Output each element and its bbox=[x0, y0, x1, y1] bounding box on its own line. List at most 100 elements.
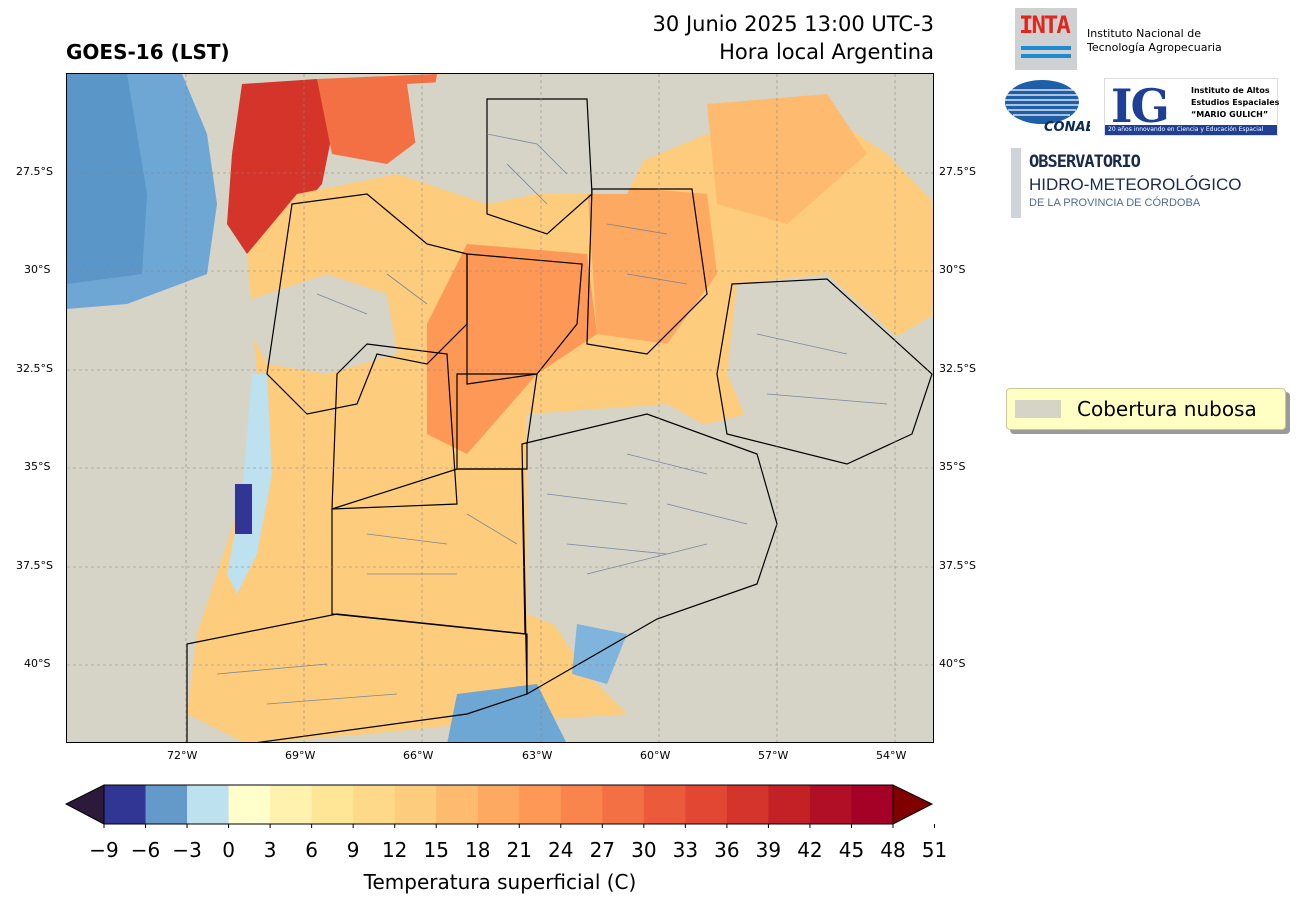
lat-tick-left: 27.5°S bbox=[16, 165, 53, 178]
cloud-region-west bbox=[237, 274, 397, 374]
colorbar-segment bbox=[394, 785, 437, 824]
lat-tick-right: 27.5°S bbox=[939, 165, 976, 178]
lon-tick: 60°W bbox=[640, 749, 671, 762]
map-panel bbox=[66, 73, 934, 743]
warm-region-north bbox=[317, 74, 437, 164]
colorbar-tick-label: 33 bbox=[672, 838, 699, 862]
lat-tick-left: 40°S bbox=[24, 657, 51, 670]
colorbar-tick-label: 15 bbox=[423, 838, 449, 862]
cloud-region-buenos-aires bbox=[527, 404, 777, 634]
colorbar-segment bbox=[519, 785, 562, 824]
uruguay-border bbox=[716, 278, 933, 465]
colorbar-tick-label: 30 bbox=[631, 838, 657, 862]
colorbar-tick-label: 9 bbox=[346, 838, 360, 862]
lon-tick: 63°W bbox=[522, 749, 553, 762]
colorbar-segment bbox=[187, 785, 230, 824]
inta-name: Instituto Nacional de bbox=[1087, 27, 1201, 40]
observatorio-logo-bar bbox=[1011, 148, 1021, 218]
lat-tick-right: 40°S bbox=[939, 657, 966, 670]
colorbar-segment bbox=[809, 785, 852, 824]
observatorio-logo-line: HIDRO-METEOROLÓGICO bbox=[1029, 175, 1242, 194]
colorbar-tick-label: 21 bbox=[506, 838, 532, 862]
colorbar-tick-label: 0 bbox=[222, 838, 235, 862]
province-borders bbox=[186, 98, 933, 742]
cold-region-south bbox=[447, 684, 566, 742]
observatorio-logo-line: OBSERVATORIO bbox=[1029, 152, 1141, 172]
ig-logo-bar: 20 años innovando en Ciencia y Educación… bbox=[1105, 125, 1277, 135]
colorbar-tick-label: 6 bbox=[305, 838, 318, 862]
observatorio-logo-line: DE LA PROVINCIA DE CÓRDOBA bbox=[1029, 197, 1201, 209]
colorbar-under-arrow bbox=[64, 784, 105, 825]
colorbar-segments bbox=[104, 785, 894, 824]
colorbar-tick-label: 27 bbox=[589, 838, 616, 862]
lon-tick: 72°W bbox=[167, 749, 198, 762]
province-border-8 bbox=[521, 413, 778, 696]
lon-tick: 69°W bbox=[285, 749, 316, 762]
colorbar-segment bbox=[353, 785, 396, 824]
colorbar-segment bbox=[145, 785, 188, 824]
colorbar-segment bbox=[270, 785, 313, 824]
lon-tick: 66°W bbox=[403, 749, 434, 762]
inta-logo: INTA bbox=[1015, 8, 1077, 70]
province-border-4 bbox=[586, 188, 708, 355]
inta-name: Tecnología Agropecuaria bbox=[1087, 41, 1222, 54]
lat-tick-left: 37.5°S bbox=[16, 559, 53, 572]
colorbar-tick-label: −9 bbox=[89, 838, 119, 862]
lat-tick-left: 30°S bbox=[24, 263, 51, 276]
ig-logo-text: “MARIO GULICH” bbox=[1191, 110, 1269, 119]
colorbar-outline bbox=[103, 784, 894, 825]
colorbar-tick-label: 36 bbox=[714, 838, 740, 862]
colorbar-segment bbox=[726, 785, 769, 824]
colorbar-segment bbox=[768, 785, 811, 824]
cloud-legend: Cobertura nubosa bbox=[1006, 388, 1286, 430]
inta-stripe bbox=[1021, 46, 1071, 50]
cloud-region-north bbox=[407, 74, 667, 194]
lat-tick-left: 32.5°S bbox=[16, 362, 53, 375]
colorbar-tick-label: −3 bbox=[172, 838, 202, 862]
lat-tick-left: 35°S bbox=[24, 460, 51, 473]
ig-logo-text: Estudios Espaciales bbox=[1191, 98, 1280, 107]
colorbar-segment bbox=[104, 785, 147, 824]
province-border-1 bbox=[266, 193, 468, 415]
colorbar-tick-label: 3 bbox=[263, 838, 277, 862]
colorbar-segment bbox=[436, 785, 479, 824]
colorbar-tick-label: 24 bbox=[548, 838, 574, 862]
conae-logo: CONAE bbox=[1005, 80, 1090, 134]
colorbar-tick-label: 45 bbox=[838, 838, 865, 862]
colorbar-tick-label: 18 bbox=[465, 838, 491, 862]
colorbar-tick-label: 42 bbox=[797, 838, 823, 862]
ig-logo-letters: IG bbox=[1111, 79, 1170, 133]
colorbar-segment bbox=[643, 785, 686, 824]
colorbar-tick-label: −6 bbox=[130, 838, 161, 862]
province-border-5 bbox=[331, 343, 458, 510]
colorbar-tick-label: 48 bbox=[880, 838, 906, 862]
province-border-9 bbox=[186, 613, 528, 742]
warm-region-northeast bbox=[587, 184, 717, 344]
map-title: GOES-16 (LST) bbox=[66, 40, 230, 64]
department-borders bbox=[216, 133, 888, 705]
warm-region-far-northeast bbox=[707, 94, 867, 224]
colorbar-segment bbox=[560, 785, 603, 824]
cold-region-bay bbox=[572, 624, 627, 684]
colorbar-segment bbox=[851, 785, 894, 824]
inta-logo-mark: INTA bbox=[1019, 11, 1071, 39]
colorbar-over-arrow bbox=[892, 784, 934, 825]
hot-region-center bbox=[427, 244, 597, 454]
temperature-map bbox=[67, 74, 933, 742]
datetime-label: 30 Junio 2025 13:00 UTC-3 bbox=[652, 12, 934, 36]
hot-region-northwest bbox=[227, 79, 332, 254]
colorbar-tick-label: 12 bbox=[381, 838, 408, 862]
colorbar-segment bbox=[477, 785, 520, 824]
cloud-legend-swatch bbox=[1015, 400, 1061, 418]
lat-tick-right: 32.5°S bbox=[939, 362, 976, 375]
ig-logo-bar-text: 20 años innovando en Ciencia y Educación… bbox=[1108, 126, 1264, 133]
ig-logo-text: Instituto de Altos bbox=[1191, 86, 1270, 95]
conae-logo-text: CONAE bbox=[1044, 120, 1090, 134]
colorbar-label: Temperatura superficial (C) bbox=[363, 870, 637, 894]
cold-region-coast bbox=[67, 74, 147, 284]
lat-tick-right: 37.5°S bbox=[939, 559, 976, 572]
lon-tick: 57°W bbox=[758, 749, 789, 762]
ig-logo: IG Instituto de Altos Estudios Espaciale… bbox=[1104, 78, 1280, 136]
colorbar-segment bbox=[685, 785, 728, 824]
colorbar-segment bbox=[311, 785, 354, 824]
